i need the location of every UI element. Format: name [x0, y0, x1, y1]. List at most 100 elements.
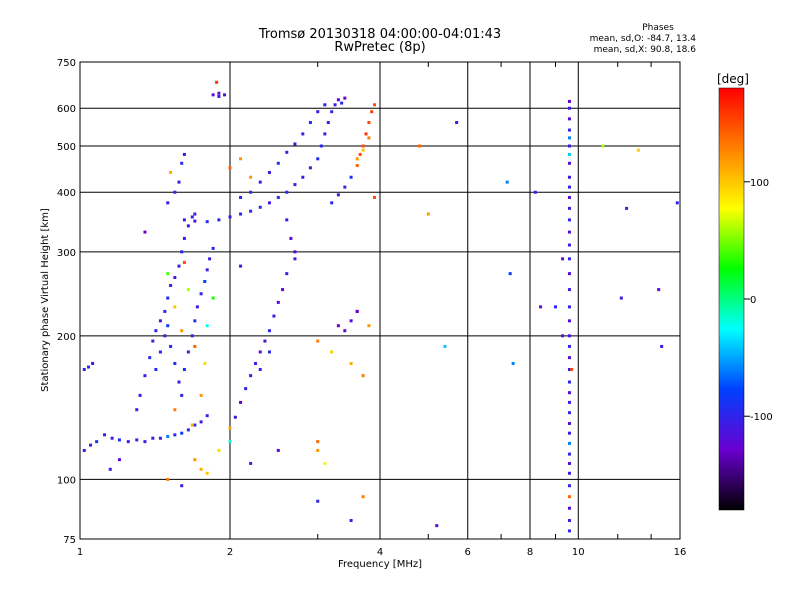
data-point	[190, 423, 194, 427]
grid-lines	[80, 62, 680, 539]
data-point	[180, 250, 184, 254]
data-point	[173, 433, 177, 437]
data-point	[567, 243, 571, 247]
data-point	[567, 519, 571, 523]
data-point	[239, 195, 243, 199]
data-point	[443, 344, 447, 348]
data-point	[336, 324, 340, 328]
data-points	[82, 80, 679, 533]
data-point	[285, 150, 289, 154]
data-point	[567, 356, 571, 360]
data-point	[82, 448, 86, 452]
data-point	[186, 224, 190, 228]
data-point	[91, 361, 95, 365]
data-point	[511, 361, 515, 365]
data-point	[267, 170, 271, 174]
data-point	[657, 288, 661, 292]
data-point	[154, 329, 158, 333]
data-point	[367, 121, 371, 125]
data-point	[567, 380, 571, 384]
data-point	[173, 190, 177, 194]
data-point	[308, 166, 312, 170]
data-point	[169, 344, 173, 348]
x-axis-label: Frequency [MHz]	[338, 559, 422, 570]
data-point	[567, 529, 571, 533]
data-point	[166, 435, 170, 439]
data-point	[567, 411, 571, 415]
data-point	[567, 152, 571, 156]
phase-stats-o: mean, sd,O: -84.7, 13.4	[589, 34, 696, 44]
data-point	[330, 350, 334, 354]
data-point	[301, 175, 305, 179]
data-point	[361, 148, 365, 152]
data-point	[208, 257, 212, 261]
data-point	[285, 190, 289, 194]
data-point	[553, 305, 557, 309]
data-point	[293, 183, 297, 187]
data-point	[343, 185, 347, 189]
data-point	[158, 319, 162, 323]
y-tick-label: 200	[57, 332, 76, 343]
data-point	[211, 93, 215, 97]
data-point	[223, 93, 227, 97]
x-tick-label: 1	[77, 547, 83, 558]
data-point	[217, 91, 221, 95]
data-point	[228, 426, 232, 430]
data-point	[567, 452, 571, 456]
data-point	[567, 206, 571, 210]
data-point	[567, 106, 571, 110]
data-point	[173, 305, 177, 309]
data-point	[435, 524, 439, 528]
data-point	[276, 448, 280, 452]
colorbar-tick-label: 0	[750, 295, 756, 306]
data-point	[138, 393, 142, 397]
data-point	[143, 230, 147, 234]
data-point	[263, 339, 267, 343]
data-point	[239, 212, 243, 216]
plot-frame	[79, 61, 681, 540]
data-point	[177, 180, 181, 184]
data-point	[426, 212, 430, 216]
data-point	[239, 264, 243, 268]
data-point	[195, 305, 199, 309]
y-axis-ticks: 75 100 200 300 400 500 600 750	[57, 58, 76, 546]
data-point	[173, 361, 177, 365]
data-point	[567, 185, 571, 189]
data-point	[567, 136, 571, 140]
data-point	[166, 324, 170, 328]
data-point	[151, 339, 155, 343]
data-point	[567, 344, 571, 348]
data-point	[203, 361, 207, 365]
data-point	[258, 205, 262, 209]
data-point	[267, 350, 271, 354]
y-tick-label: 400	[57, 188, 76, 199]
data-point	[169, 170, 173, 174]
data-point	[193, 458, 197, 462]
data-point	[308, 121, 312, 125]
data-point	[636, 148, 640, 152]
colorbar-tick-label: 100	[750, 178, 769, 189]
data-point	[567, 506, 571, 510]
data-point	[215, 80, 219, 84]
data-point	[163, 334, 167, 338]
data-point	[103, 433, 107, 437]
data-point	[567, 461, 571, 465]
data-point	[177, 380, 181, 384]
y-tick-label: 300	[57, 248, 76, 259]
data-point	[117, 458, 121, 462]
data-point	[533, 190, 537, 194]
data-point	[95, 440, 99, 444]
data-point	[370, 110, 374, 114]
data-point	[182, 367, 186, 371]
data-point	[249, 190, 253, 194]
data-point	[675, 201, 679, 205]
data-point	[301, 132, 305, 136]
data-point	[567, 319, 571, 323]
data-point	[316, 339, 320, 343]
data-point	[217, 448, 221, 452]
data-point	[180, 484, 184, 488]
y-tick-label: 100	[57, 475, 76, 486]
data-point	[258, 350, 262, 354]
x-tick-label: 4	[377, 547, 383, 558]
data-point	[567, 484, 571, 488]
